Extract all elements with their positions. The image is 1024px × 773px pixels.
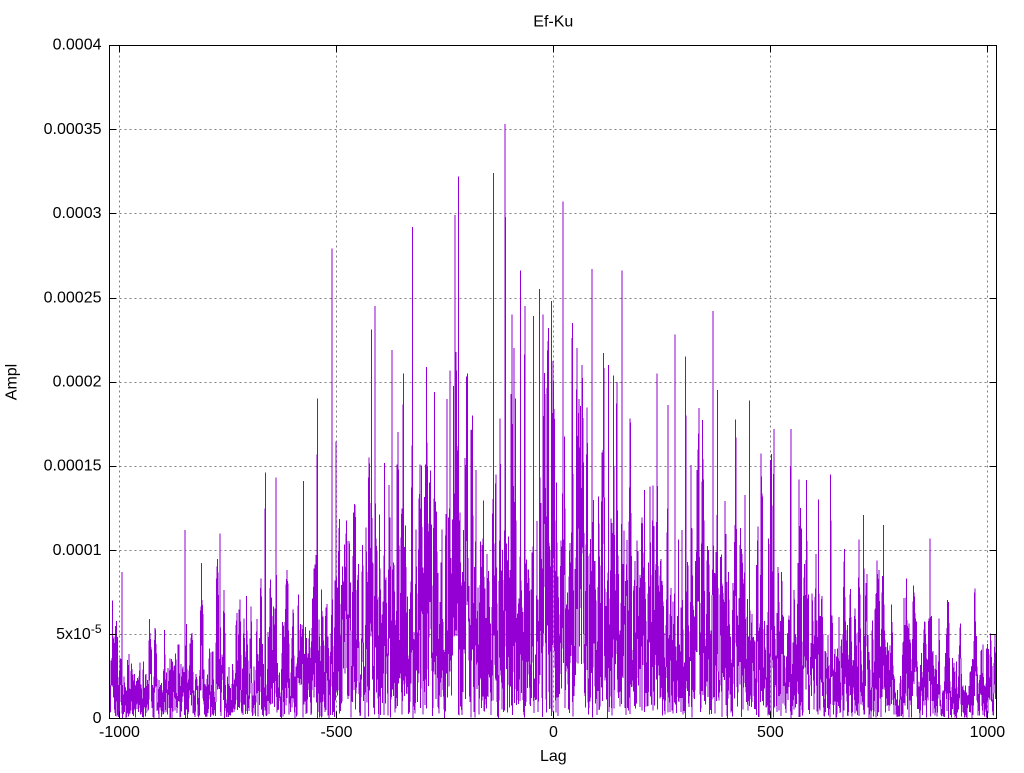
svg-text:0.0001: 0.0001 [53,542,102,559]
svg-text:1000: 1000 [970,724,1006,741]
svg-text:0.00025: 0.00025 [44,289,102,306]
svg-text:0.00015: 0.00015 [44,458,102,475]
svg-text:Ef-Ku: Ef-Ku [533,14,573,31]
svg-text:-500: -500 [320,724,352,741]
svg-text:0: 0 [549,724,558,741]
svg-text:0.00035: 0.00035 [44,121,102,138]
svg-text:0: 0 [93,710,102,727]
svg-text:5x10-5: 5x10-5 [56,622,102,643]
svg-text:0.0002: 0.0002 [53,373,102,390]
svg-text:Ampl: Ampl [4,364,21,400]
svg-text:Lag: Lag [540,748,567,765]
svg-text:500: 500 [757,724,784,741]
svg-text:0.0004: 0.0004 [53,37,102,54]
svg-text:-1000: -1000 [99,724,140,741]
svg-text:0.0003: 0.0003 [53,205,102,222]
